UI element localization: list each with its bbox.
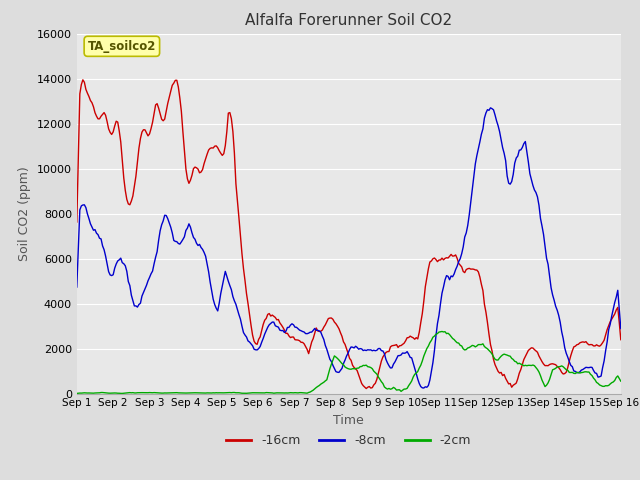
-16cm bbox=[79, 77, 86, 83]
-8cm bbox=[235, 312, 243, 318]
-16cm bbox=[73, 219, 81, 225]
-2cm bbox=[73, 391, 81, 396]
-8cm bbox=[420, 385, 428, 391]
-16cm bbox=[617, 337, 625, 343]
-16cm bbox=[362, 385, 370, 391]
-8cm bbox=[253, 347, 261, 353]
-16cm bbox=[255, 336, 262, 342]
X-axis label: Time: Time bbox=[333, 414, 364, 427]
-2cm bbox=[262, 390, 270, 396]
-2cm bbox=[588, 372, 596, 378]
-2cm bbox=[140, 390, 147, 396]
-8cm bbox=[486, 105, 494, 111]
Line: -2cm: -2cm bbox=[77, 332, 621, 394]
-8cm bbox=[617, 326, 625, 332]
-2cm bbox=[253, 390, 261, 396]
-8cm bbox=[140, 289, 147, 295]
-16cm bbox=[264, 312, 271, 317]
-8cm bbox=[73, 284, 81, 290]
Line: -8cm: -8cm bbox=[77, 108, 621, 388]
-16cm bbox=[141, 127, 149, 132]
-2cm bbox=[235, 390, 243, 396]
Legend: -16cm, -8cm, -2cm: -16cm, -8cm, -2cm bbox=[221, 429, 476, 452]
Title: Alfalfa Forerunner Soil CO2: Alfalfa Forerunner Soil CO2 bbox=[245, 13, 452, 28]
-8cm bbox=[311, 325, 319, 331]
-16cm bbox=[237, 233, 244, 239]
Line: -16cm: -16cm bbox=[77, 80, 621, 388]
-8cm bbox=[589, 368, 597, 373]
-16cm bbox=[589, 343, 597, 349]
Y-axis label: Soil CO2 (ppm): Soil CO2 (ppm) bbox=[19, 166, 31, 261]
-2cm bbox=[438, 329, 446, 335]
-8cm bbox=[262, 328, 270, 334]
-2cm bbox=[617, 378, 625, 384]
Text: TA_soilco2: TA_soilco2 bbox=[88, 40, 156, 53]
-2cm bbox=[311, 386, 319, 392]
-16cm bbox=[312, 325, 320, 331]
